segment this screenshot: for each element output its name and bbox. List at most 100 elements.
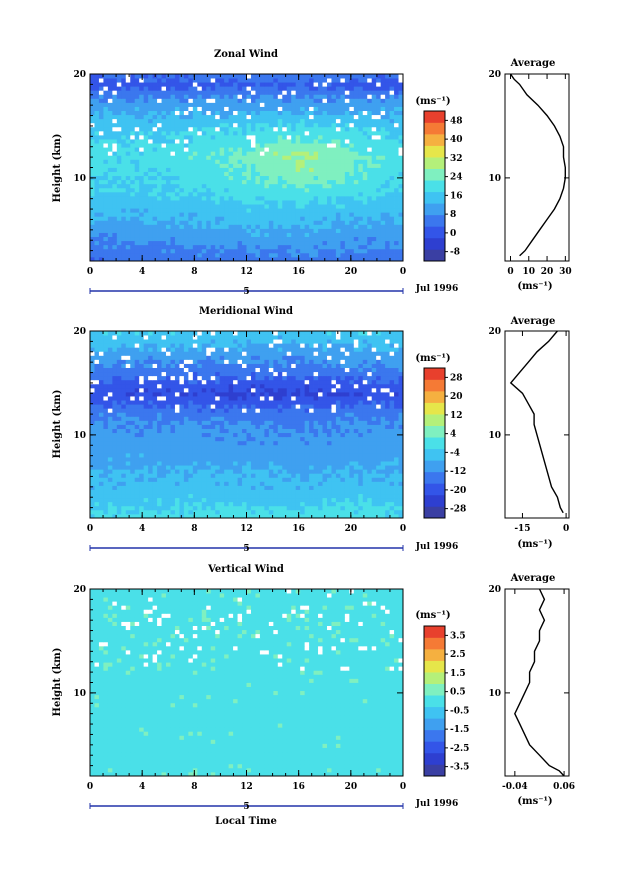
heatmap-cell (246, 224, 252, 229)
heatmap-cell (179, 78, 185, 83)
heatmap-cell (139, 497, 145, 503)
heatmap-cell (398, 78, 403, 83)
heatmap-cell (130, 232, 136, 238)
heatmap-cell (237, 236, 243, 242)
heatmap-cell (112, 489, 118, 495)
heatmap-cell (183, 183, 189, 189)
heatmap-cell (309, 505, 314, 511)
heatmap-cell (250, 240, 256, 246)
heatmap-cell (134, 118, 140, 124)
heatmap-cell (103, 143, 109, 148)
heatmap-cell (286, 90, 292, 95)
heatmap-cell (353, 114, 359, 120)
heatmap-cell (313, 159, 319, 164)
heatmap-cell (349, 444, 355, 450)
heatmap-cell (291, 90, 297, 95)
heatmap-cell (125, 102, 131, 107)
heatmap-cell (250, 86, 256, 91)
heatmap-cell (134, 126, 140, 132)
heatmap-cell (282, 167, 288, 172)
heatmap-cell (326, 444, 332, 450)
heatmap-cell (161, 122, 167, 128)
heatmap-cell (380, 134, 386, 140)
heatmap-cell (286, 98, 292, 103)
heatmap-cell (188, 448, 194, 454)
heatmap-cell (376, 232, 382, 238)
heatmap-cell (210, 489, 216, 495)
heatmap-cell (215, 183, 221, 189)
heatmap-cell (107, 465, 113, 470)
heatmap-cell (255, 208, 261, 213)
heatmap-cell (112, 461, 118, 466)
heatmap-cell (380, 432, 386, 438)
heatmap-cell (90, 473, 95, 478)
heatmap-cell (148, 90, 153, 95)
heatmap-cell (201, 481, 207, 486)
heatmap-cell (371, 134, 377, 140)
heatmap-cell (295, 122, 301, 128)
heatmap-cell (237, 248, 243, 254)
heatmap-cell (259, 122, 265, 128)
heatmap-cell (179, 155, 185, 160)
heatmap-cell (362, 432, 368, 438)
heatmap-cell (179, 171, 185, 177)
heatmap-cell (237, 501, 243, 507)
heatmap-cell (125, 82, 131, 87)
heatmap-cell (367, 187, 373, 193)
heatmap-cell (335, 179, 341, 185)
heatmap-cell (121, 118, 127, 124)
heatmap-cell (90, 118, 95, 124)
heatmap-cell (206, 179, 212, 185)
heatmap-cell (107, 212, 113, 217)
heatmap-cell (264, 465, 270, 470)
heatmap-cell (340, 461, 346, 466)
heatmap-cell (192, 493, 198, 499)
heatmap-cell (116, 204, 122, 209)
heatmap-cell (358, 497, 364, 503)
heatmap-cell (273, 436, 279, 442)
heatmap-cell (233, 220, 238, 225)
heatmap-cell (353, 78, 359, 83)
heatmap-cell (215, 114, 221, 120)
heatmap-cell (385, 469, 390, 474)
heatmap-cell (224, 216, 230, 221)
heatmap-cell (242, 143, 247, 148)
heatmap-cell (277, 147, 283, 152)
heatmap-cell (90, 436, 95, 442)
heatmap-cell (309, 457, 314, 462)
heatmap-cell (215, 465, 221, 470)
heatmap-cell (304, 232, 310, 238)
heatmap-cell (385, 90, 390, 95)
heatmap-cell (282, 477, 288, 482)
heatmap-cell (94, 240, 100, 246)
heatmap-cell (90, 424, 95, 429)
heatmap-cell (376, 481, 382, 486)
heatmap-cell (277, 200, 283, 205)
heatmap-cell (394, 428, 399, 434)
heatmap-cell (344, 461, 350, 466)
heatmap-cell (179, 424, 185, 429)
heatmap-cell (380, 74, 386, 79)
heatmap-cell (353, 461, 359, 466)
heatmap-cell (134, 98, 140, 103)
heatmap-cell (340, 163, 346, 168)
heatmap-cell (335, 195, 341, 201)
heatmap-cell (125, 130, 131, 136)
heatmap-cell (344, 151, 350, 156)
heatmap-cell (385, 497, 390, 503)
heatmap-cell (385, 130, 390, 136)
colorbar-tick-label: 0 (450, 229, 456, 239)
heatmap-cell (179, 501, 185, 507)
heatmap-cell (344, 159, 350, 164)
heatmap-cell (166, 436, 171, 442)
heatmap-cell (371, 236, 377, 242)
heatmap-cell (210, 204, 216, 209)
heatmap-cell (367, 220, 373, 225)
heatmap-cell (389, 444, 395, 450)
heatmap-cell (98, 244, 104, 250)
heatmap-cell (250, 452, 256, 458)
heatmap-cell (201, 505, 207, 511)
heatmap-cell (192, 200, 198, 205)
heatmap-cell (206, 457, 212, 462)
heatmap-cell (259, 256, 265, 261)
